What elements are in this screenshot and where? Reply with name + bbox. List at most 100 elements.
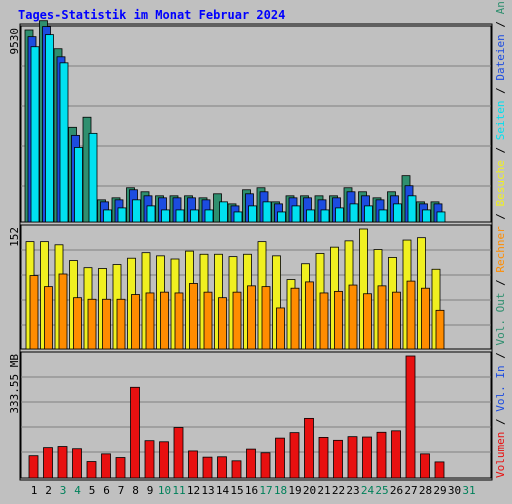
day-label-6: 6 bbox=[103, 484, 110, 497]
bar-visits-rechner-10 bbox=[160, 291, 169, 350]
bar-requests-seiten-24 bbox=[364, 205, 373, 223]
bar-visits-rechner-26 bbox=[392, 291, 401, 350]
bar-visits-rechner-22 bbox=[334, 290, 343, 350]
bar-volume-volumen-29 bbox=[434, 461, 445, 479]
day-label-21: 21 bbox=[317, 484, 330, 497]
day-label-12: 12 bbox=[187, 484, 200, 497]
bar-volume-volumen-19 bbox=[289, 432, 300, 479]
bar-volume-volumen-22 bbox=[333, 439, 343, 479]
day-label-28: 28 bbox=[419, 484, 432, 497]
legend-part: / bbox=[494, 140, 507, 160]
day-label-1: 1 bbox=[31, 484, 38, 497]
day-label-14: 14 bbox=[216, 484, 230, 497]
bar-visits-rechner-20 bbox=[305, 281, 314, 350]
bar-requests-seiten-3 bbox=[59, 62, 69, 223]
bar-visits-rechner-18 bbox=[276, 307, 285, 350]
bar-visits-rechner-17 bbox=[261, 286, 271, 350]
day-label-18: 18 bbox=[274, 484, 287, 497]
legend-part: Seiten bbox=[494, 100, 507, 140]
day-label-31: 31 bbox=[462, 484, 475, 497]
bar-volume-volumen-20 bbox=[304, 417, 314, 479]
bar-visits-rechner-28 bbox=[421, 287, 430, 350]
day-label-8: 8 bbox=[132, 484, 139, 497]
bar-visits-rechner-6 bbox=[102, 298, 111, 350]
bar-visits-rechner-8 bbox=[131, 294, 140, 350]
bar-requests-seiten-1 bbox=[30, 46, 40, 223]
bar-visits-rechner-19 bbox=[290, 287, 300, 350]
bar-visits-rechner-27 bbox=[406, 280, 416, 350]
bar-visits-rechner-7 bbox=[116, 298, 126, 350]
bar-volume-volumen-26 bbox=[391, 430, 401, 479]
bar-requests-seiten-6 bbox=[103, 209, 112, 223]
legend-part: / bbox=[494, 81, 507, 101]
bar-volume-volumen-8 bbox=[130, 386, 140, 479]
bar-requests-seiten-26 bbox=[393, 203, 402, 223]
bar-volume-volumen-24 bbox=[362, 436, 372, 479]
legend-part: / bbox=[494, 273, 507, 293]
bar-volume-volumen-14 bbox=[217, 456, 227, 479]
day-label-2: 2 bbox=[45, 484, 52, 497]
panel-border-volume bbox=[20, 351, 492, 479]
day-label-20: 20 bbox=[303, 484, 316, 497]
bar-visits-rechner-3 bbox=[58, 273, 68, 350]
day-label-10: 10 bbox=[158, 484, 171, 497]
bar-visits-rechner-2 bbox=[44, 286, 53, 350]
bar-volume-volumen-16 bbox=[246, 448, 256, 479]
bar-visits-rechner-15 bbox=[232, 291, 242, 350]
bar-requests-seiten-27 bbox=[407, 195, 417, 223]
bar-volume-volumen-15 bbox=[231, 460, 242, 479]
legend-part: Anfragen bbox=[494, 0, 507, 14]
day-label-16: 16 bbox=[245, 484, 258, 497]
bar-requests-seiten-7 bbox=[117, 207, 127, 223]
bar-volume-volumen-12 bbox=[188, 450, 198, 479]
bar-volume-volumen-9 bbox=[144, 440, 155, 479]
bar-volume-volumen-28 bbox=[420, 453, 430, 479]
bar-requests-seiten-2 bbox=[45, 34, 54, 223]
day-label-15: 15 bbox=[230, 484, 243, 497]
bar-requests-seiten-12 bbox=[190, 209, 199, 223]
bar-visits-rechner-21 bbox=[319, 292, 329, 350]
bar-visits-rechner-1 bbox=[29, 275, 39, 350]
day-label-30: 30 bbox=[448, 484, 461, 497]
chart-title: Tages-Statistik im Monat Februar 2024 bbox=[18, 8, 285, 22]
legend-part: Dateien bbox=[494, 34, 507, 80]
bar-requests-seiten-21 bbox=[320, 209, 330, 223]
bar-requests-seiten-15 bbox=[233, 211, 243, 223]
day-label-29: 29 bbox=[433, 484, 446, 497]
day-label-7: 7 bbox=[118, 484, 125, 497]
bar-volume-volumen-18 bbox=[275, 437, 285, 479]
scale-label-visits: 152 bbox=[8, 227, 21, 247]
bar-volume-volumen-2 bbox=[43, 447, 53, 479]
bar-requests-seiten-10 bbox=[161, 209, 170, 223]
bar-visits-rechner-5 bbox=[87, 298, 97, 350]
chart-frame bbox=[19, 23, 493, 481]
bar-volume-volumen-5 bbox=[86, 461, 97, 479]
bar-visits-rechner-11 bbox=[174, 292, 184, 350]
bar-requests-seiten-18 bbox=[277, 211, 286, 223]
scale-label-volume: 333.55 MB bbox=[8, 354, 21, 414]
day-label-22: 22 bbox=[332, 484, 345, 497]
legend-part: / bbox=[494, 206, 507, 226]
bar-requests-seiten-17 bbox=[262, 201, 272, 223]
bar-visits-rechner-29 bbox=[435, 309, 445, 350]
bar-volume-volumen-10 bbox=[159, 441, 169, 479]
bar-requests-seiten-19 bbox=[291, 205, 301, 223]
bar-volume-volumen-6 bbox=[101, 453, 111, 479]
bar-volume-volumen-1 bbox=[28, 455, 39, 479]
bar-visits-rechner-9 bbox=[145, 292, 155, 350]
legend-part: Besuche bbox=[494, 160, 507, 206]
bar-volume-volumen-21 bbox=[318, 437, 329, 479]
bar-volume-volumen-17 bbox=[260, 452, 271, 479]
bar-visits-rechner-4 bbox=[73, 297, 82, 350]
bar-requests-seiten-28 bbox=[422, 209, 431, 223]
day-label-4: 4 bbox=[74, 484, 81, 497]
legend: Volumen / Vol. In / Vol. Out / Rechner /… bbox=[494, 0, 507, 478]
legend-part: Rechner bbox=[494, 226, 507, 273]
day-label-5: 5 bbox=[89, 484, 96, 497]
legend-part: / bbox=[494, 346, 507, 366]
day-label-27: 27 bbox=[404, 484, 417, 497]
legend-part: Vol. In bbox=[494, 365, 507, 411]
bar-requests-seiten-9 bbox=[146, 205, 156, 223]
